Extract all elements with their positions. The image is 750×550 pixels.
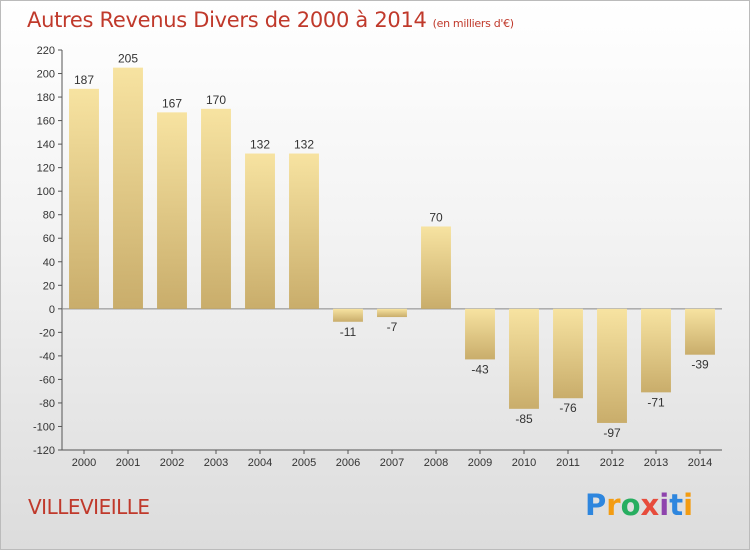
y-tick-label: 180 xyxy=(37,92,55,104)
data-label: 132 xyxy=(250,138,270,152)
data-label: 205 xyxy=(118,52,138,66)
x-tick-label: 2011 xyxy=(556,457,580,469)
data-label: -39 xyxy=(691,358,709,372)
x-tick-label: 2001 xyxy=(116,457,140,469)
x-tick-label: 2000 xyxy=(72,457,96,469)
bar xyxy=(201,108,231,309)
x-tick-label: 2003 xyxy=(204,457,228,469)
chart-title: Autres Revenus Divers de 2000 à 2014 (en … xyxy=(27,8,514,32)
y-tick-label: -80 xyxy=(39,398,55,410)
logo-letter: i xyxy=(659,488,670,522)
bar xyxy=(245,153,275,309)
town-name: VILLEVIEILLE xyxy=(28,495,150,519)
x-tick-label: 2006 xyxy=(336,457,360,469)
bar xyxy=(377,308,407,318)
proxiti-logo: Proxiti xyxy=(585,488,693,522)
bar-chart: -120 -100 -80 -60 -40 -20 0 20 40 60 80 100 120 140 16… xyxy=(33,45,722,469)
logo-letter: o xyxy=(620,488,641,522)
bar xyxy=(421,226,451,309)
bar xyxy=(597,308,627,423)
x-tick-label: 2002 xyxy=(160,457,184,469)
bar xyxy=(333,308,363,322)
y-tick-label: 220 xyxy=(37,45,55,57)
y-tick-label: 160 xyxy=(37,116,55,128)
y-tick-label: -20 xyxy=(39,327,55,339)
y-tick-label: 60 xyxy=(43,233,55,245)
title-text: Autres Revenus Divers de 2000 à 2014 xyxy=(27,8,427,32)
bar xyxy=(289,153,319,309)
logo-letter: i xyxy=(683,488,694,522)
y-tick-label: 200 xyxy=(37,69,55,81)
data-label: -7 xyxy=(387,320,398,334)
chart-subtitle: (en milliers d'€) xyxy=(432,17,514,30)
bar xyxy=(685,308,715,355)
bar xyxy=(509,308,539,409)
data-label: 132 xyxy=(294,138,314,152)
y-tick-label: 120 xyxy=(37,163,55,175)
data-label: -97 xyxy=(603,426,621,440)
x-tick-label: 2013 xyxy=(644,457,668,469)
y-tick-label: 20 xyxy=(43,280,55,292)
logo-letter: x xyxy=(640,488,660,522)
bar xyxy=(113,67,143,309)
bar xyxy=(465,308,495,360)
y-tick-label: -40 xyxy=(39,351,55,363)
logo-letter: t xyxy=(669,488,684,522)
x-tick-label: 2010 xyxy=(512,457,536,469)
x-tick-label: 2005 xyxy=(292,457,316,469)
logo-letter: P xyxy=(585,488,607,522)
bar xyxy=(553,308,583,399)
y-tick-label: 140 xyxy=(37,139,55,151)
y-tick-label: -60 xyxy=(39,374,55,386)
data-label: 70 xyxy=(429,210,443,224)
y-tick-label: 40 xyxy=(43,257,55,269)
x-tick-label: 2009 xyxy=(468,457,492,469)
y-tick-label: 100 xyxy=(37,186,55,198)
data-label: -43 xyxy=(471,362,489,376)
data-label: -11 xyxy=(340,325,357,339)
x-tick-label: 2012 xyxy=(600,457,624,469)
data-label: 167 xyxy=(162,96,182,110)
data-label: -76 xyxy=(559,401,577,415)
y-tick-label: 80 xyxy=(43,210,55,222)
x-tick-label: 2014 xyxy=(688,457,712,469)
data-label: 170 xyxy=(206,93,226,107)
y-tick-label: -120 xyxy=(33,445,55,457)
data-label: -71 xyxy=(647,395,665,409)
y-tick-label: -100 xyxy=(33,421,55,433)
bar xyxy=(69,88,99,309)
logo-letter: r xyxy=(606,488,621,522)
data-label: 187 xyxy=(74,73,94,87)
y-tick-label: 0 xyxy=(49,304,55,316)
data-label: -85 xyxy=(515,412,533,426)
x-tick-label: 2008 xyxy=(424,457,448,469)
bar xyxy=(157,112,187,309)
bar xyxy=(641,308,671,393)
x-tick-label: 2004 xyxy=(248,457,272,469)
x-tick-label: 2007 xyxy=(380,457,404,469)
